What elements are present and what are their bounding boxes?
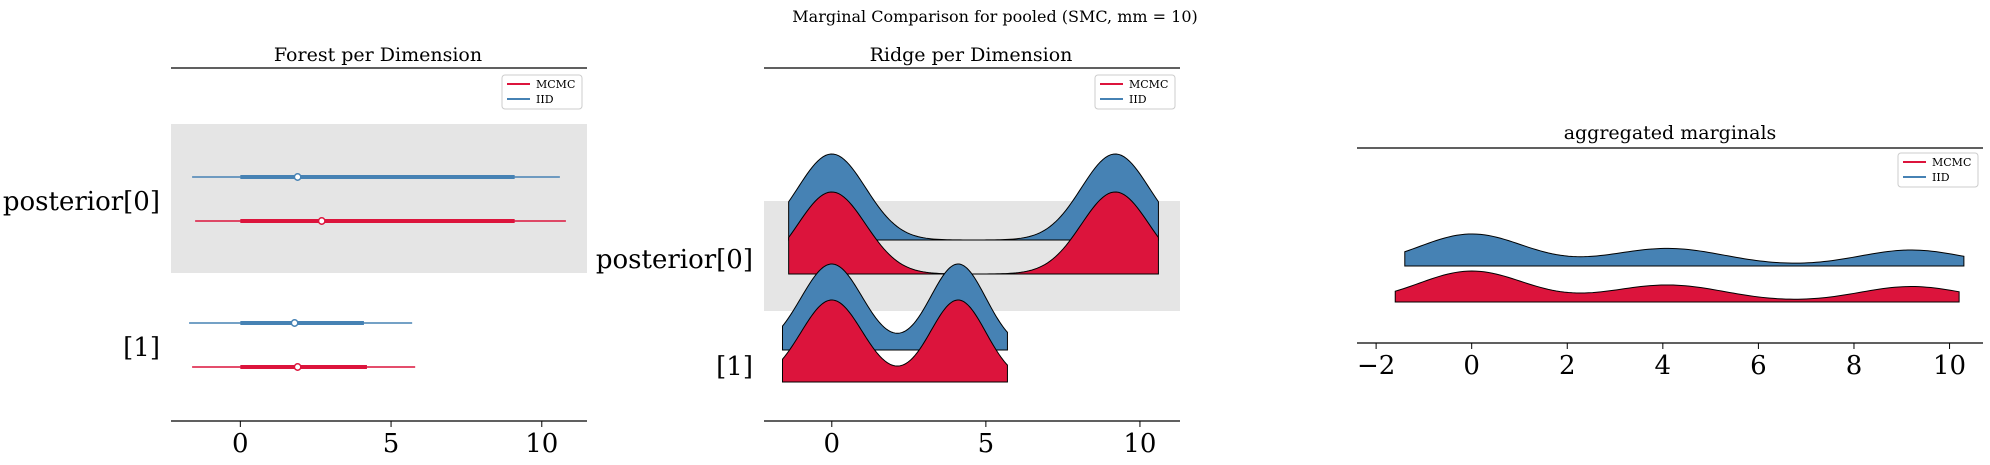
aggregated-tick-label: 6 <box>1750 351 1767 381</box>
forest-row-band <box>171 124 587 273</box>
forest-tick-label: 5 <box>383 429 400 459</box>
figure-suptitle: Marginal Comparison for pooled (SMC, mm … <box>792 7 1197 26</box>
forest-tick-label: 0 <box>232 429 249 459</box>
aggregated-tick-label: 4 <box>1655 351 1672 381</box>
forest-plot-area: posterior[0] [1] <box>3 124 587 371</box>
forest-median-point <box>293 173 302 181</box>
forest-median-point <box>290 319 299 327</box>
ridge-iid-density <box>788 153 1159 241</box>
ridge-title: Ridge per Dimension <box>870 44 1073 66</box>
legend-iid-label: IID <box>1932 171 1950 184</box>
aggregated-tick-label: 8 <box>1846 351 1863 381</box>
legend-mcmc-label: MCMC <box>1932 156 1971 169</box>
forest-title: Forest per Dimension <box>274 44 482 66</box>
legend-iid-label: IID <box>536 93 554 106</box>
aggregated-x-ticks: −2 0 2 4 6 8 10 <box>1357 343 1966 381</box>
ridge-panel: Ridge per Dimension posterior[0] [1] 0 5 10… <box>596 44 1180 459</box>
aggregated-mcmc-density <box>1394 270 1960 303</box>
ridge-mcmc-density <box>781 299 1008 383</box>
forest-panel: Forest per Dimension posterior[0] [1] 0 5 1… <box>3 44 587 459</box>
aggregated-legend: MCMC IID <box>1897 152 1979 188</box>
aggregated-panel: aggregated marginals −2 0 2 4 6 8 10 MCMC IID <box>1357 122 1983 381</box>
ridge-tick-label: 0 <box>824 429 841 459</box>
forest-median-point <box>293 363 302 371</box>
aggregated-tick-label: 10 <box>1933 351 1966 381</box>
aggregated-tick-label: 0 <box>1463 351 1480 381</box>
forest-row-label: posterior[0] <box>3 187 160 217</box>
forest-x-ticks: 0 5 10 <box>232 421 558 459</box>
legend-iid-label: IID <box>1129 93 1147 106</box>
ridge-row-label: posterior[0] <box>596 245 753 275</box>
ridge-plot-area: posterior[0] [1] <box>596 153 1180 383</box>
forest-median-point <box>317 217 326 225</box>
ridge-row-label: [1] <box>716 352 753 382</box>
aggregated-plot-area <box>1394 233 1965 303</box>
aggregated-tick-label: −2 <box>1357 351 1395 381</box>
forest-row-label: [1] <box>123 333 160 363</box>
ridge-mcmc-density <box>788 191 1159 275</box>
aggregated-tick-label: 2 <box>1559 351 1576 381</box>
ridge-tick-label: 10 <box>1123 429 1156 459</box>
forest-legend: MCMC IID <box>501 74 583 110</box>
legend-mcmc-label: MCMC <box>536 78 575 91</box>
legend-mcmc-label: MCMC <box>1129 78 1168 91</box>
aggregated-title: aggregated marginals <box>1564 122 1777 144</box>
forest-tick-label: 10 <box>525 429 558 459</box>
ridge-x-ticks: 0 5 10 <box>824 421 1156 459</box>
ridge-legend: MCMC IID <box>1094 74 1176 110</box>
aggregated-iid-density <box>1404 233 1965 267</box>
ridge-tick-label: 5 <box>978 429 995 459</box>
